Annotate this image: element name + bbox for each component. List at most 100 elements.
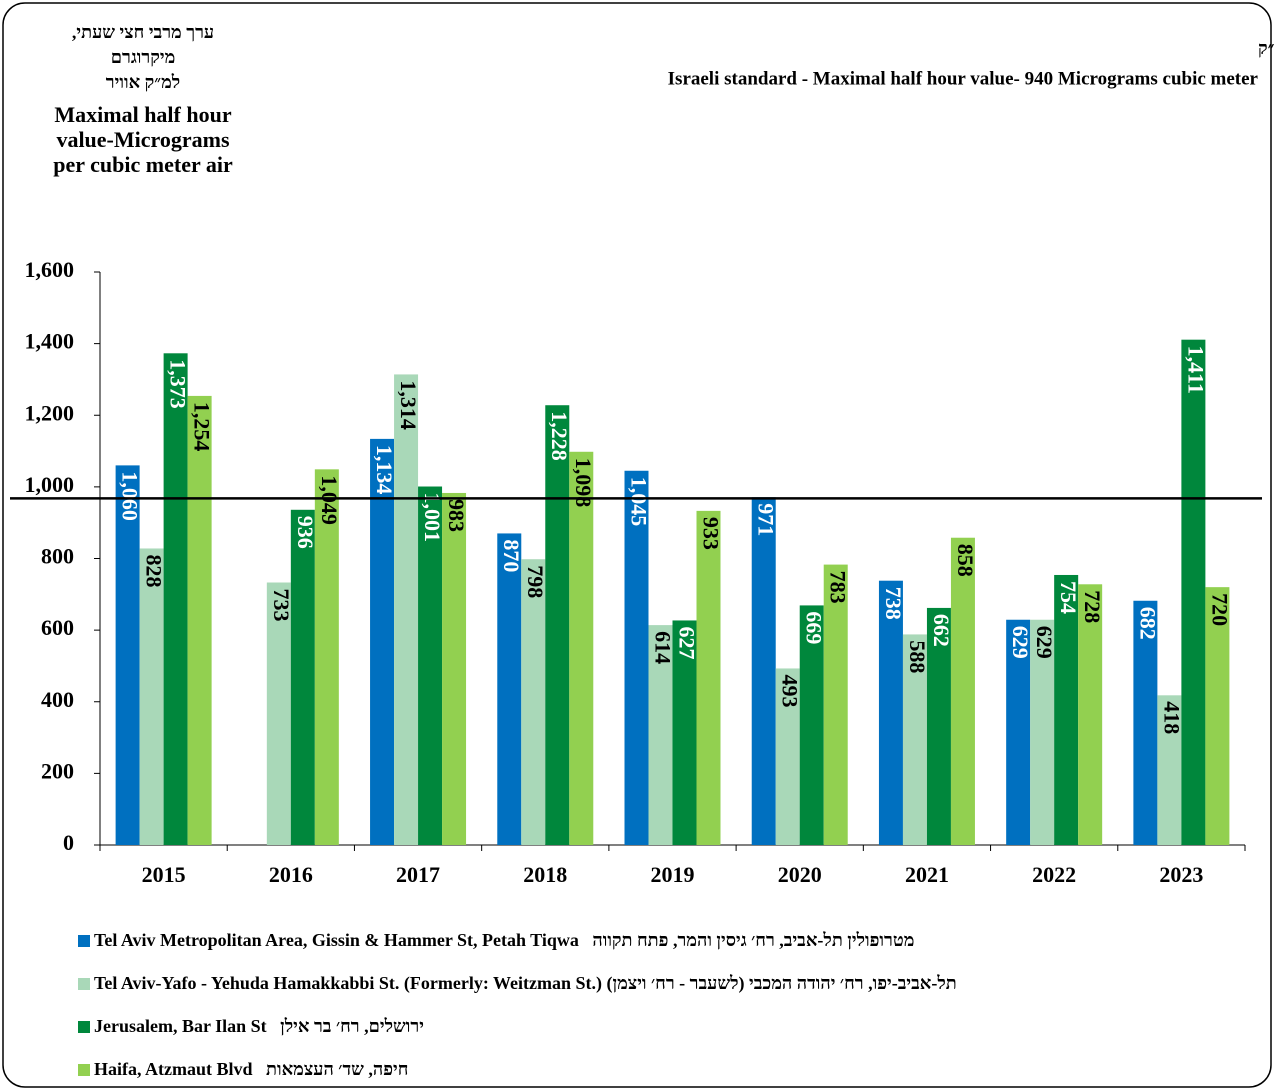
- chart-title: Israeli standard - Maximal half hour val…: [668, 68, 1259, 89]
- data-label: 870: [499, 539, 524, 572]
- bar: [1157, 695, 1182, 845]
- x-tick-label: 2017: [396, 862, 440, 887]
- legend-entry: Tel Aviv Metropolitan Area, Gissin & Ham…: [78, 930, 914, 951]
- data-label: 728: [1080, 590, 1105, 623]
- data-label: 738: [881, 587, 906, 620]
- chart-title: תקן ישראלי-ערך סביבה מרבי חצי שעתי =940 …: [1258, 38, 1274, 58]
- data-label: 588: [905, 640, 930, 673]
- bar: [442, 492, 467, 845]
- bar: [1181, 339, 1206, 845]
- bar: [1133, 600, 1158, 845]
- legend-label: Tel Aviv-Yafo - Yehuda Hamakkabbi St. (F…: [94, 973, 957, 993]
- bar: [823, 564, 848, 845]
- y-tick-label: 1,600: [25, 257, 75, 282]
- data-label: 858: [953, 544, 978, 577]
- bar: [115, 465, 140, 845]
- bar: [139, 548, 164, 845]
- data-label: 614: [650, 631, 675, 664]
- bar: [751, 497, 776, 845]
- bar: [696, 510, 721, 845]
- legend-entry: Haifa, Atzmaut Blvd חיפה, שד׳ העצמאות: [78, 1059, 408, 1080]
- y-tick-label: 1,000: [25, 472, 75, 497]
- data-label: 933: [698, 517, 723, 550]
- data-label: 971: [754, 503, 779, 536]
- data-label: 733: [269, 588, 294, 621]
- bar: [1078, 584, 1103, 845]
- bar: [926, 607, 951, 845]
- data-label: 1,314: [396, 380, 421, 430]
- data-label: 629: [1008, 626, 1033, 659]
- y-axis-label: מיקרוגרם: [111, 47, 176, 67]
- y-tick-label: 200: [41, 758, 74, 783]
- bar: [394, 374, 419, 845]
- bar: [290, 509, 315, 845]
- x-tick-label: 2015: [142, 862, 186, 887]
- legend-swatch: [78, 1020, 90, 1033]
- data-label: 627: [674, 626, 699, 659]
- y-axis-label: Maximal half hour: [54, 102, 231, 127]
- x-tick-label: 2016: [269, 862, 313, 887]
- bar: [672, 620, 697, 845]
- data-label: 1,254: [190, 402, 215, 452]
- legend-label: Tel Aviv Metropolitan Area, Gissin & Ham…: [94, 930, 915, 950]
- legend-entry: Tel Aviv-Yafo - Yehuda Hamakkabbi St. (F…: [78, 973, 957, 994]
- bar: [799, 605, 824, 845]
- bar: [314, 469, 339, 845]
- legend-swatch: [78, 1063, 90, 1076]
- bar: [545, 405, 570, 845]
- bar: [648, 625, 673, 845]
- bar: [370, 438, 395, 845]
- data-label: 629: [1032, 626, 1057, 659]
- data-label: 754: [1056, 581, 1081, 614]
- data-label: 1,049: [317, 475, 342, 525]
- legend-entry: Jerusalem, Bar Ilan St ירושלים, רח׳ בר א…: [78, 1016, 424, 1037]
- x-tick-label: 2020: [778, 862, 822, 887]
- y-axis-label: למ״ק אוויר: [106, 72, 180, 92]
- data-label: 983: [444, 499, 469, 532]
- x-tick-label: 2019: [651, 862, 695, 887]
- x-tick-label: 2021: [905, 862, 949, 887]
- bar: [1054, 574, 1079, 845]
- bar: [266, 582, 291, 845]
- data-label: 1,060: [118, 471, 143, 521]
- y-axis-label: ערך מרבי חצי שעתי,: [72, 22, 214, 42]
- bar: [624, 470, 649, 845]
- bar: [418, 486, 443, 845]
- y-tick-label: 600: [41, 615, 74, 640]
- legend-swatch: [78, 977, 90, 990]
- legend-label: Jerusalem, Bar Ilan St ירושלים, רח׳ בר א…: [94, 1016, 424, 1036]
- bar: [569, 451, 594, 845]
- bar: [775, 668, 800, 845]
- y-tick-label: 400: [41, 687, 74, 712]
- y-axis-label: per cubic meter air: [53, 152, 233, 177]
- data-label: 1,228: [547, 411, 572, 461]
- legend-label: Haifa, Atzmaut Blvd חיפה, שד׳ העצמאות: [94, 1059, 409, 1079]
- data-label: 493: [778, 674, 803, 707]
- data-label: 828: [142, 554, 167, 587]
- data-label: 720: [1207, 593, 1232, 626]
- data-label: 669: [802, 611, 827, 644]
- bar: [187, 395, 212, 845]
- y-tick-label: 800: [41, 544, 74, 569]
- bar: [1030, 619, 1055, 845]
- data-label: 682: [1135, 607, 1160, 640]
- data-label: 798: [523, 565, 548, 598]
- data-label: 1,001: [420, 493, 445, 542]
- data-label: 1,134: [372, 445, 397, 495]
- y-tick-label: 0: [63, 830, 74, 855]
- data-label: 1,045: [626, 477, 651, 527]
- y-axis-label: value-Micrograms: [56, 127, 230, 152]
- x-tick-label: 2018: [523, 862, 567, 887]
- bar: [1006, 619, 1031, 845]
- data-label: 936: [293, 516, 318, 549]
- bar: [521, 559, 546, 845]
- bar: [902, 634, 927, 845]
- legend-swatch: [78, 934, 90, 947]
- data-label: 418: [1159, 701, 1184, 734]
- y-tick-label: 1,400: [25, 329, 75, 354]
- x-tick-label: 2022: [1032, 862, 1076, 887]
- bar: [163, 353, 188, 845]
- data-label: 1,098: [571, 458, 596, 508]
